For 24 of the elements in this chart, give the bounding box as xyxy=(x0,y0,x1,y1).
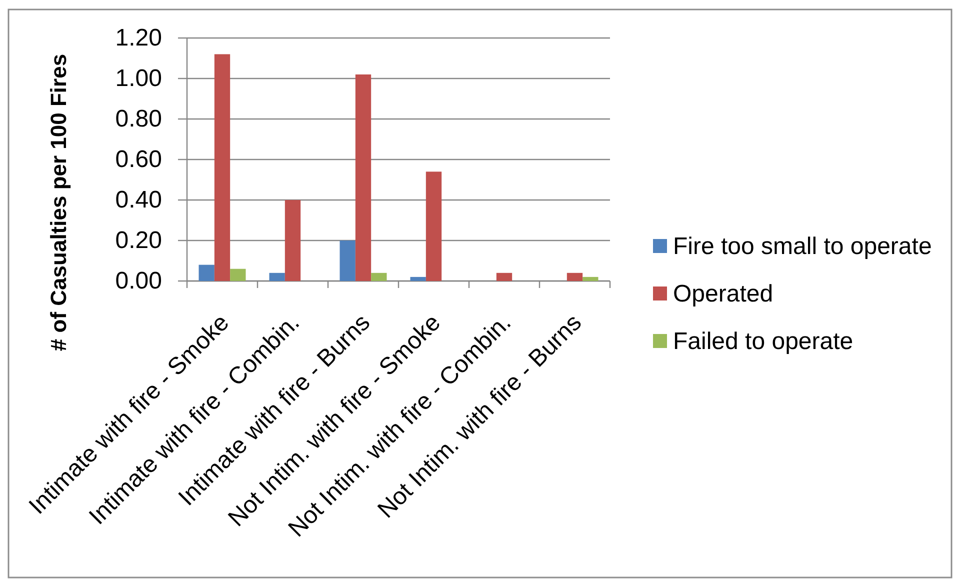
bar xyxy=(230,268,246,281)
y-axis-title: # of Casualties per 100 Fires xyxy=(46,54,70,352)
y-tick-label: 0.80 xyxy=(115,106,162,132)
y-tick-label: 1.20 xyxy=(115,24,162,52)
bar xyxy=(371,272,387,281)
bar xyxy=(410,276,426,281)
bar xyxy=(284,200,301,281)
bar xyxy=(582,276,598,281)
bar xyxy=(198,264,214,281)
y-tick-label: 0.20 xyxy=(115,227,162,254)
y-tick-label: 0.60 xyxy=(115,146,162,173)
y-tick-label: 0.40 xyxy=(115,186,162,214)
y-tick-label: 1.00 xyxy=(115,65,162,92)
bar xyxy=(355,74,372,281)
bar xyxy=(269,272,285,281)
y-tick-label: 0.00 xyxy=(115,268,162,294)
bar xyxy=(214,54,230,281)
bar xyxy=(426,172,442,281)
bar xyxy=(566,272,583,281)
legend-label: Fire too small to operate xyxy=(673,232,932,260)
legend-label: Failed to operate xyxy=(673,328,854,354)
bar xyxy=(340,240,356,281)
bar xyxy=(496,272,512,281)
legend-label: Operated xyxy=(673,280,774,307)
